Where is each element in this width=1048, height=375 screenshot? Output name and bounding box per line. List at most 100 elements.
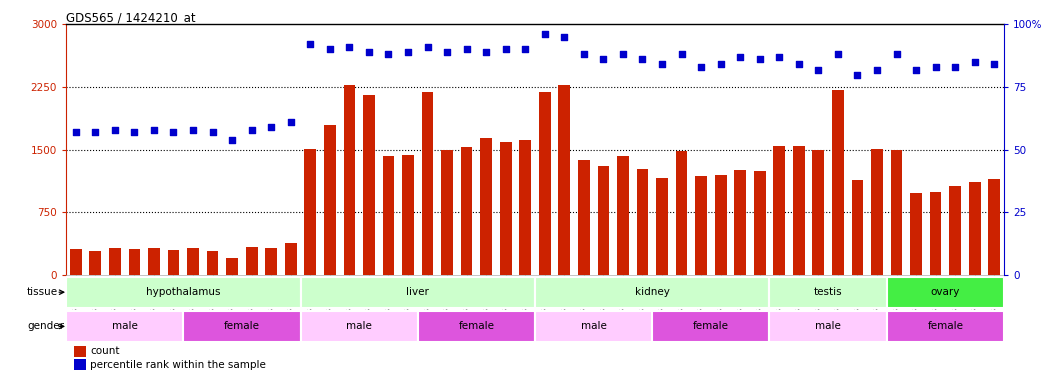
Point (517, 46, 533, 53)
Point (166, 129, 182, 135)
Bar (246, 247, 258, 275)
Bar (109, 248, 121, 275)
Bar (695, 177, 707, 275)
Bar (968, 182, 981, 275)
Point (555, 34, 572, 40)
Bar (73, 359, 86, 370)
Bar (534, 311, 652, 342)
Bar (832, 90, 844, 275)
Bar (66, 277, 301, 308)
Point (184, 127, 201, 133)
Bar (418, 311, 534, 342)
Point (341, 44, 357, 50)
Point (927, 64, 944, 70)
Point (458, 46, 475, 53)
Point (830, 51, 847, 57)
Point (751, 57, 768, 63)
Text: male: male (815, 321, 842, 332)
Point (986, 62, 1003, 68)
Bar (652, 311, 769, 342)
Bar (383, 156, 394, 275)
Bar (754, 171, 766, 275)
Bar (301, 311, 418, 342)
Bar (402, 155, 414, 275)
Text: ovary: ovary (931, 287, 960, 297)
Bar (324, 124, 335, 275)
Point (673, 51, 690, 57)
Point (380, 51, 397, 57)
Bar (617, 156, 629, 275)
Bar (773, 146, 785, 275)
Bar (636, 169, 649, 275)
Bar (715, 175, 726, 275)
Point (263, 124, 280, 130)
Point (322, 46, 339, 53)
Bar (949, 186, 961, 275)
Text: female: female (224, 321, 260, 332)
Text: male: male (112, 321, 137, 332)
Bar (66, 311, 183, 342)
Point (361, 49, 377, 55)
Text: female: female (693, 321, 728, 332)
Point (419, 44, 436, 50)
Point (654, 62, 671, 68)
Point (498, 46, 515, 53)
Bar (285, 243, 297, 275)
Text: kidney: kidney (635, 287, 670, 297)
Bar (887, 311, 1004, 342)
Point (439, 49, 456, 55)
Bar (539, 92, 550, 275)
Text: testis: testis (814, 287, 843, 297)
Point (790, 62, 807, 68)
Bar (812, 150, 824, 275)
Point (204, 129, 221, 135)
Point (302, 41, 319, 47)
Point (634, 57, 651, 63)
Bar (421, 92, 434, 275)
Point (399, 49, 416, 55)
Bar (597, 166, 609, 275)
Bar (168, 250, 179, 275)
Bar (988, 179, 1000, 275)
Point (693, 64, 709, 70)
Text: female: female (927, 321, 963, 332)
Bar (183, 311, 301, 342)
Bar (656, 178, 668, 275)
Point (107, 127, 124, 133)
Bar (344, 86, 355, 275)
Point (282, 119, 299, 125)
Point (966, 59, 983, 65)
Bar (930, 192, 941, 275)
Point (595, 57, 612, 63)
Point (810, 66, 827, 72)
Bar (871, 149, 882, 275)
Bar (735, 170, 746, 275)
Point (888, 51, 904, 57)
Bar (480, 138, 492, 275)
Bar (769, 277, 887, 308)
Point (478, 49, 495, 55)
Point (126, 129, 143, 135)
Text: count: count (90, 346, 119, 356)
Bar (461, 147, 473, 275)
Point (869, 66, 886, 72)
Point (732, 54, 748, 60)
Point (614, 51, 631, 57)
Text: GDS565 / 1424210_at: GDS565 / 1424210_at (66, 11, 196, 24)
Bar (70, 249, 82, 275)
Text: male: male (346, 321, 372, 332)
Bar (129, 249, 140, 275)
Bar (206, 251, 218, 275)
Bar (852, 180, 864, 275)
Point (575, 51, 592, 57)
Text: liver: liver (407, 287, 430, 297)
Point (87, 129, 104, 135)
Bar (910, 193, 922, 275)
Point (946, 64, 963, 70)
Bar (73, 346, 86, 357)
Bar (891, 150, 902, 275)
Text: gender: gender (27, 321, 64, 332)
Bar (887, 277, 1004, 308)
Bar (793, 146, 805, 275)
Bar (301, 277, 534, 308)
